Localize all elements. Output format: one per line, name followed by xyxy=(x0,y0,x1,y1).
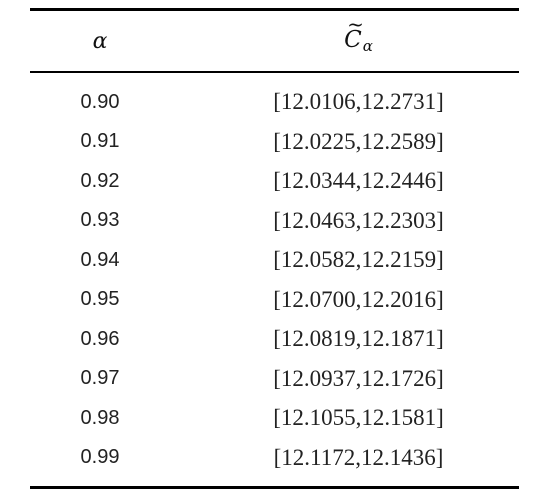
interval-cell: [12.0937,12.1726] xyxy=(273,365,444,391)
interval-cell: [12.0463,12.2303] xyxy=(273,207,444,233)
interval-cell: [12.1055,12.1581] xyxy=(273,405,444,431)
header-alpha-label: α xyxy=(92,28,108,54)
header-rule xyxy=(30,71,519,73)
alpha-cell: 0.93 xyxy=(80,209,120,232)
table-row: 0.90 [12.0106,12.2731] xyxy=(30,83,519,123)
alpha-cell: 0.95 xyxy=(80,288,120,311)
alpha-cell: 0.91 xyxy=(80,130,120,153)
header-c-label: ~ Cα xyxy=(344,12,373,55)
table-row: 0.93 [12.0463,12.2303] xyxy=(30,201,519,241)
alpha-cell: 0.98 xyxy=(80,406,120,429)
table-row: 0.94 [12.0582,12.2159] xyxy=(30,241,519,281)
table-body: 0.90 [12.0106,12.2731] 0.91 [12.0225,12.… xyxy=(30,73,519,478)
top-rule xyxy=(30,8,519,11)
table-row: 0.98 [12.1055,12.1581] xyxy=(30,399,519,439)
interval-cell: [12.0582,12.2159] xyxy=(273,247,444,273)
header-c-subscript: α xyxy=(362,37,373,55)
table-row: 0.96 [12.0819,12.1871] xyxy=(30,320,519,360)
header-alpha-cell: α xyxy=(30,29,170,54)
interval-cell: [12.0819,12.1871] xyxy=(273,326,444,352)
table-row: 0.95 [12.0700,12.2016] xyxy=(30,280,519,320)
table-row: 0.99 [12.1172,12.1436] xyxy=(30,438,519,478)
interval-cell: [12.0700,12.2016] xyxy=(273,286,444,312)
interval-cell: [12.0225,12.2589] xyxy=(273,128,444,154)
interval-cell: [12.0106,12.2731] xyxy=(273,89,444,115)
header-c-cell: ~ Cα xyxy=(170,12,519,55)
header-c-symbol: C xyxy=(344,27,362,53)
confidence-interval-table: α ~ Cα 0.90 [12.0106,12.2731] 0.91 [12.02… xyxy=(30,8,519,489)
interval-cell: [12.0344,12.2446] xyxy=(273,168,444,194)
alpha-cell: 0.96 xyxy=(80,327,120,350)
table-row: 0.91 [12.0225,12.2589] xyxy=(30,122,519,162)
table-row: 0.97 [12.0937,12.1726] xyxy=(30,359,519,399)
header-c-tilde: ~ xyxy=(347,12,364,36)
alpha-cell: 0.92 xyxy=(80,169,120,192)
bottom-rule xyxy=(30,485,519,489)
alpha-cell: 0.94 xyxy=(80,248,120,271)
alpha-cell: 0.99 xyxy=(80,446,120,469)
table-row: 0.92 [12.0344,12.2446] xyxy=(30,162,519,202)
interval-cell: [12.1172,12.1436] xyxy=(273,444,444,470)
alpha-cell: 0.90 xyxy=(80,90,120,113)
table-header: α ~ Cα xyxy=(30,11,519,71)
alpha-cell: 0.97 xyxy=(80,367,120,390)
